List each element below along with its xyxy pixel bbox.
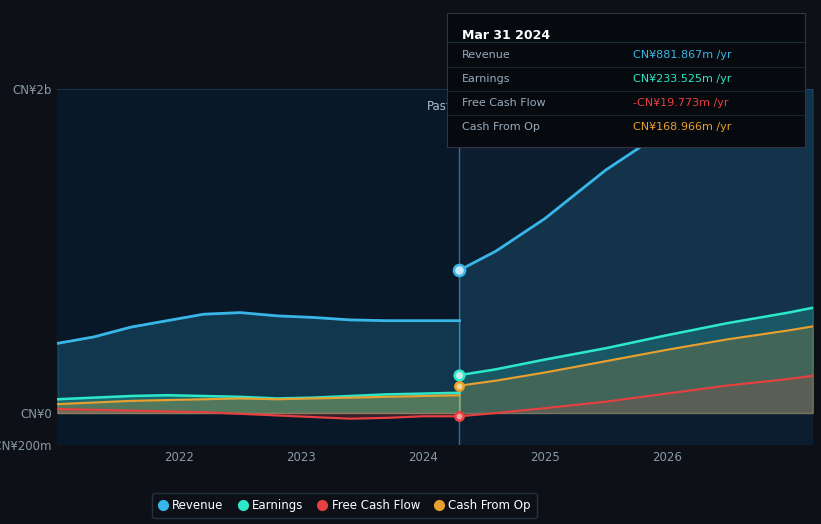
- Legend: Revenue, Earnings, Free Cash Flow, Cash From Op: Revenue, Earnings, Free Cash Flow, Cash …: [152, 493, 537, 518]
- Text: Free Cash Flow: Free Cash Flow: [461, 97, 545, 107]
- Bar: [460, 89, 813, 445]
- Text: Earnings: Earnings: [461, 73, 510, 83]
- Text: Revenue: Revenue: [461, 50, 511, 60]
- Text: CN¥881.867m /yr: CN¥881.867m /yr: [633, 50, 732, 60]
- Text: Cash From Op: Cash From Op: [461, 122, 539, 132]
- Text: CN¥233.525m /yr: CN¥233.525m /yr: [633, 73, 732, 83]
- Text: CN¥168.966m /yr: CN¥168.966m /yr: [633, 122, 732, 132]
- Text: -CN¥19.773m /yr: -CN¥19.773m /yr: [633, 97, 729, 107]
- Text: Past: Past: [427, 100, 452, 113]
- Bar: [57, 89, 460, 445]
- Text: Mar 31 2024: Mar 31 2024: [461, 29, 550, 42]
- Text: Analysts Forecasts: Analysts Forecasts: [467, 100, 577, 113]
